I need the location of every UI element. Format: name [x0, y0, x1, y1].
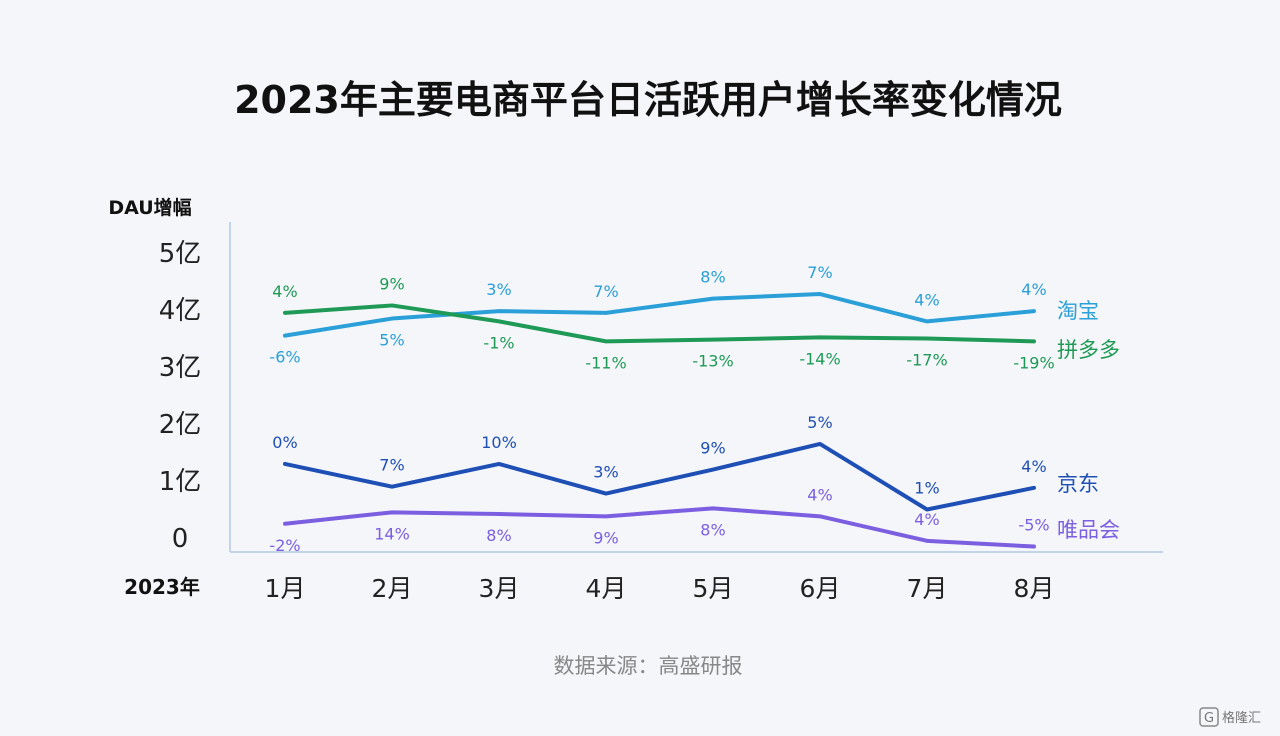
x-tick-label: 2月	[372, 574, 413, 603]
series-name-label: 拼多多	[1057, 338, 1120, 362]
series-name-label: 京东	[1057, 472, 1099, 496]
data-label: 9%	[379, 274, 404, 293]
data-label: 4%	[914, 290, 939, 309]
data-label: 0%	[272, 433, 297, 452]
series-group: -6% 5% 3% 7% 8% 7% 4% 4% 淘宝	[269, 263, 1099, 367]
data-label: 8%	[700, 268, 725, 287]
data-label: -2%	[269, 536, 300, 555]
data-label: 3%	[486, 280, 511, 299]
y-tick-label: 2亿	[159, 410, 202, 440]
chart-title: 2023年主要电商平台日活跃用户增长率变化情况	[234, 78, 1062, 122]
series-group: -2% 14% 8% 9% 8% 4% 4% -5% 唯品会	[269, 485, 1120, 554]
x-tick-label: 4月	[586, 574, 627, 603]
series-group: 0% 7% 10% 3% 9% 5% 1% 4% 京东	[272, 413, 1099, 512]
data-label: 4%	[272, 282, 297, 301]
x-tick-labels: 1月 2月 3月 4月 5月 6月 7月 8月	[265, 574, 1055, 603]
data-label: 9%	[593, 528, 618, 547]
watermark-text: 格隆汇	[1222, 710, 1261, 726]
data-label: 4%	[807, 485, 832, 504]
data-label: -19%	[1013, 353, 1054, 372]
series-name-label: 唯品会	[1057, 518, 1120, 542]
data-label: 10%	[481, 433, 517, 452]
series-line	[283, 303, 1036, 344]
y-axis-unit-label: DAU增幅	[108, 196, 191, 219]
series-line	[283, 441, 1036, 512]
data-label: 4%	[1021, 457, 1046, 476]
x-tick-label: 3月	[479, 574, 520, 603]
data-label: -13%	[692, 352, 733, 371]
data-label: -6%	[269, 348, 300, 367]
data-label: 1%	[914, 479, 939, 498]
x-axis-title: 2023年	[124, 575, 200, 599]
data-label: 3%	[593, 463, 618, 482]
data-label: 14%	[374, 524, 410, 543]
y-tick-label: 4亿	[159, 296, 202, 326]
x-tick-label: 1月	[265, 574, 306, 603]
watermark-logo: G 格隆汇	[1199, 707, 1261, 727]
data-label: 7%	[379, 456, 404, 475]
y-tick-label: 3亿	[159, 353, 202, 383]
x-tick-label: 5月	[693, 574, 734, 603]
data-label: -14%	[799, 349, 840, 368]
series-name-label: 淘宝	[1057, 299, 1099, 323]
data-label: 9%	[700, 439, 725, 458]
data-label: 5%	[379, 331, 404, 350]
y-tick-label: 5亿	[159, 239, 202, 269]
data-label: -17%	[906, 351, 947, 370]
x-tick-label: 8月	[1014, 574, 1055, 603]
data-label: 7%	[593, 282, 618, 301]
data-label: -11%	[585, 353, 626, 372]
source-note: 数据来源：高盛研报	[554, 654, 743, 678]
data-label: -5%	[1018, 516, 1049, 535]
svg-text:G: G	[1204, 711, 1214, 726]
y-tick-label: 0	[172, 524, 189, 554]
series-line	[283, 292, 1036, 338]
data-label: 4%	[914, 510, 939, 529]
data-label: 7%	[807, 263, 832, 282]
x-tick-label: 6月	[800, 574, 841, 603]
series-group: 4% 9% -1% -11% -13% -14% -17% -19%拼多多	[272, 274, 1120, 372]
series-layer: -6% 5% 3% 7% 8% 7% 4% 4% 淘宝 4% 9% -1% -11% -13% -14% -1…	[269, 263, 1120, 555]
data-label: 5%	[807, 413, 832, 432]
x-tick-label: 7月	[907, 574, 948, 603]
data-label: -1%	[483, 333, 514, 352]
watermark-icon	[1199, 707, 1219, 727]
data-label: 4%	[1021, 280, 1046, 299]
y-tick-labels: 0 1亿 2亿 3亿 4亿 5亿	[159, 239, 202, 554]
series-line	[283, 506, 1036, 549]
data-label: 8%	[486, 526, 511, 545]
y-tick-label: 1亿	[159, 467, 202, 497]
data-label: 8%	[700, 520, 725, 539]
